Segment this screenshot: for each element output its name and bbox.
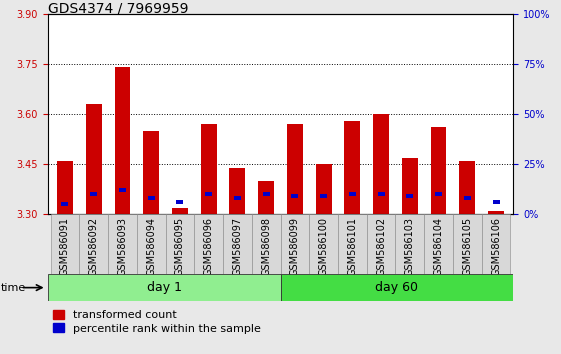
Text: GSM586106: GSM586106	[491, 217, 501, 276]
Bar	[316, 164, 332, 214]
Bar	[280, 214, 309, 274]
Bar	[201, 124, 217, 214]
Bar	[344, 121, 360, 214]
Bar	[349, 192, 356, 196]
Bar	[90, 192, 97, 196]
Text: GSM586095: GSM586095	[175, 217, 185, 276]
Text: GSM586093: GSM586093	[117, 217, 127, 276]
Bar	[396, 214, 424, 274]
Bar	[493, 200, 500, 204]
Bar	[488, 211, 504, 214]
Text: GSM586099: GSM586099	[290, 217, 300, 276]
Bar	[424, 214, 453, 274]
Bar	[459, 161, 475, 214]
Bar	[48, 274, 280, 301]
Bar	[406, 194, 413, 198]
Bar	[309, 214, 338, 274]
Bar	[338, 214, 367, 274]
Text: GSM586092: GSM586092	[89, 217, 99, 276]
Bar	[431, 127, 447, 214]
Bar	[367, 214, 396, 274]
Bar	[378, 192, 385, 196]
Text: GSM586103: GSM586103	[405, 217, 415, 276]
Bar	[453, 214, 482, 274]
Bar	[205, 192, 212, 196]
Text: GSM586100: GSM586100	[319, 217, 329, 276]
Text: GSM586104: GSM586104	[434, 217, 444, 276]
Bar	[287, 124, 303, 214]
Bar	[119, 188, 126, 192]
Bar	[50, 214, 79, 274]
Text: GSM586102: GSM586102	[376, 217, 386, 276]
Bar	[263, 192, 270, 196]
Text: day 60: day 60	[375, 281, 419, 294]
Bar	[143, 131, 159, 214]
Bar	[402, 158, 418, 214]
Bar	[79, 214, 108, 274]
Bar	[61, 202, 68, 206]
Bar	[114, 68, 130, 214]
Text: GSM586098: GSM586098	[261, 217, 271, 276]
Bar	[482, 214, 511, 274]
Bar	[229, 167, 245, 214]
Bar	[291, 194, 298, 198]
Bar	[280, 274, 513, 301]
Text: GDS4374 / 7969959: GDS4374 / 7969959	[48, 2, 188, 16]
Bar	[137, 214, 165, 274]
Bar	[234, 196, 241, 200]
Bar	[194, 214, 223, 274]
Text: GSM586096: GSM586096	[204, 217, 214, 276]
Bar	[165, 214, 194, 274]
Text: GSM586091: GSM586091	[60, 217, 70, 276]
Bar	[464, 196, 471, 200]
Bar	[86, 104, 102, 214]
Bar	[223, 214, 252, 274]
Text: time: time	[1, 282, 26, 293]
Bar	[57, 161, 73, 214]
Text: GSM586101: GSM586101	[347, 217, 357, 276]
Bar	[108, 214, 137, 274]
Legend: transformed count, percentile rank within the sample: transformed count, percentile rank withi…	[53, 310, 261, 334]
Bar	[176, 200, 183, 204]
Bar	[172, 207, 188, 214]
Text: GSM586094: GSM586094	[146, 217, 156, 276]
Text: day 1: day 1	[146, 281, 182, 294]
Bar	[435, 192, 442, 196]
Bar	[148, 196, 155, 200]
Bar	[320, 194, 327, 198]
Text: GSM586097: GSM586097	[232, 217, 242, 276]
Bar	[258, 181, 274, 214]
Bar	[252, 214, 280, 274]
Text: GSM586105: GSM586105	[462, 217, 472, 276]
Bar	[373, 114, 389, 214]
